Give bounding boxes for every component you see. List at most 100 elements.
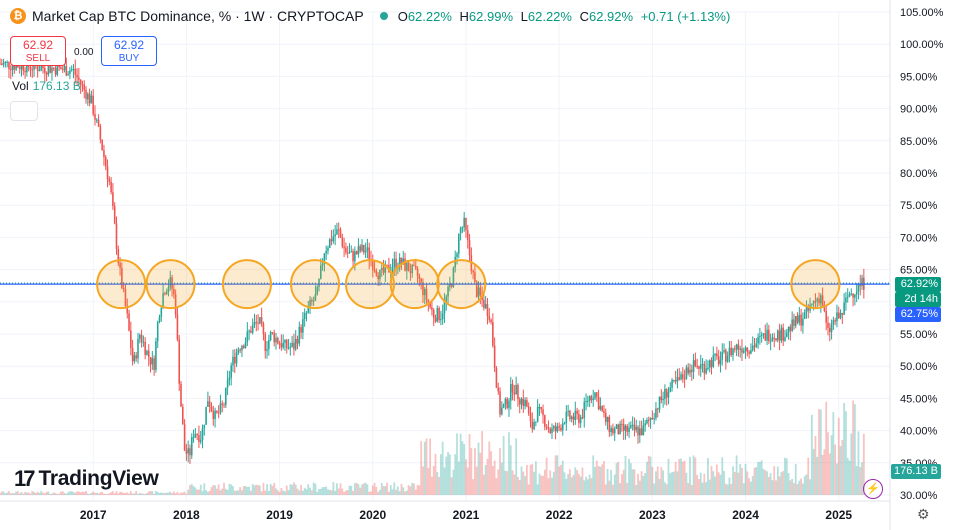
buy-button[interactable]: 62.92 BUY [101, 36, 157, 66]
volume-bar [176, 491, 179, 495]
candle-body [515, 384, 517, 395]
candle-body [714, 353, 716, 356]
candle-body [393, 258, 396, 268]
candle-body [436, 307, 439, 322]
volume-bar [294, 484, 297, 495]
candle-body [689, 369, 691, 374]
volume-bar [733, 471, 736, 495]
candle-body [285, 339, 288, 349]
volume-bar [402, 487, 405, 495]
volume-bar [258, 485, 261, 495]
lightning-icon[interactable]: ⚡ [863, 479, 883, 499]
candle-body [6, 61, 8, 63]
grid-lines [0, 11, 890, 501]
collapse-legend-button[interactable] [10, 101, 38, 121]
candle-body [171, 277, 173, 289]
candle-body [241, 345, 243, 351]
tradingview-logo[interactable]: 17 TradingView [14, 466, 159, 492]
volume-bar [506, 471, 509, 495]
candle-body [280, 343, 283, 348]
candle-body [4, 61, 7, 63]
volume-bar [337, 488, 340, 495]
settings-icon[interactable]: ⚙ [917, 506, 930, 522]
candle-body [820, 295, 822, 304]
candle-body [169, 277, 172, 288]
volume-bar [192, 486, 195, 495]
candle-body [848, 294, 851, 297]
candle-body [656, 408, 659, 410]
volume-bar [819, 409, 822, 495]
volume-bar [655, 471, 657, 495]
volume-bar [167, 492, 170, 495]
volume-bar [95, 492, 98, 495]
volume-bar [549, 470, 552, 495]
volume-bar [671, 472, 673, 495]
volume-bar [723, 471, 725, 495]
volume-bar [422, 466, 424, 495]
volume-bar [142, 493, 145, 495]
volume-bar [395, 489, 397, 495]
candle-body [682, 374, 684, 379]
candle-body [556, 426, 559, 432]
volume-bar [762, 468, 765, 495]
volume-bar [825, 401, 828, 495]
candle-body [422, 282, 424, 296]
volume-bar [199, 484, 202, 495]
candle-body [655, 408, 657, 419]
candle-body [391, 267, 394, 272]
volume-bar [29, 493, 32, 495]
candle-body [488, 315, 491, 320]
candle-body [348, 252, 351, 254]
candle-body [420, 278, 422, 283]
volume-bar [31, 491, 34, 495]
volume-bar [753, 467, 756, 495]
candle-body [581, 417, 584, 419]
candle-body [115, 223, 118, 250]
candle-body [578, 413, 580, 424]
candle-body [827, 322, 829, 328]
candle-body [567, 410, 569, 412]
candle-body [36, 65, 39, 71]
volume-bar [303, 487, 306, 495]
volume-bar [429, 438, 432, 495]
candle-body [732, 348, 734, 355]
volume-bar [656, 466, 659, 495]
sell-button[interactable]: 62.92 SELL [10, 36, 66, 66]
volume-bar [841, 439, 844, 495]
volume-bar [692, 455, 695, 495]
candle-body [798, 314, 801, 323]
candle-body [818, 298, 820, 304]
volume-bar [640, 471, 643, 495]
volume-bar [570, 477, 573, 495]
volume-bar [15, 491, 18, 495]
volume-bar [359, 487, 362, 495]
candle-body [88, 93, 91, 104]
volume-bar [612, 484, 614, 495]
candle-body [327, 247, 329, 251]
candle-body [531, 421, 534, 430]
volume-bar [128, 493, 130, 495]
candle-body [637, 426, 639, 436]
volume-bar [705, 482, 708, 495]
volume-bar [112, 491, 114, 495]
volume-bar [855, 466, 858, 495]
candle-body [330, 239, 333, 242]
candle-body [701, 364, 704, 366]
volume-bar [565, 478, 568, 495]
candle-body [142, 341, 145, 343]
candle-body [811, 303, 813, 305]
candle-body [527, 406, 530, 414]
candle-body [572, 416, 575, 420]
candle-body [207, 401, 209, 407]
candle-body [615, 424, 618, 429]
ohlc-change: +0.71 (+1.13%) [640, 8, 731, 24]
volume-bar [241, 490, 243, 495]
volume-bar [336, 483, 338, 495]
candle-body [31, 69, 34, 71]
volume-bar [560, 464, 562, 495]
candle-body [751, 345, 754, 351]
candle-body [626, 425, 629, 433]
candle-body [282, 342, 284, 348]
volume-bar [466, 467, 469, 495]
